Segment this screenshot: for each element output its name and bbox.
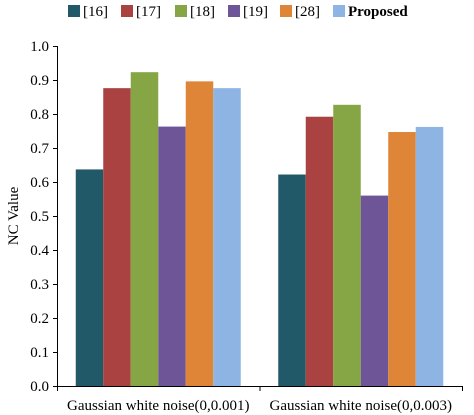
y-tick-label: 0.0 xyxy=(30,379,49,395)
legend-label: [17] xyxy=(136,4,161,20)
y-tick-label: 0.4 xyxy=(30,243,49,259)
y-tick-label: 0.7 xyxy=(30,141,49,157)
bar xyxy=(278,174,306,386)
legend-label: [19] xyxy=(243,4,268,20)
legend-swatch xyxy=(175,5,187,17)
y-tick-label: 1.0 xyxy=(30,39,49,55)
y-tick-label: 0.3 xyxy=(30,277,49,293)
bar xyxy=(103,88,131,386)
bars xyxy=(75,72,444,387)
legend-swatch xyxy=(280,5,292,17)
legend-label: [18] xyxy=(190,4,215,20)
legend-label: Proposed xyxy=(348,4,408,20)
bar xyxy=(185,81,214,387)
x-tick-label: Gaussian white noise(0,0.001) xyxy=(67,398,249,414)
bar xyxy=(130,72,159,387)
x-tick-label: Gaussian white noise(0,0.003) xyxy=(270,398,452,414)
y-tick-label: 0.1 xyxy=(30,345,49,361)
y-tick-label: 0.8 xyxy=(30,107,49,123)
legend-swatch xyxy=(333,5,345,17)
y-tick-label: 0.6 xyxy=(30,175,49,191)
bar xyxy=(158,126,186,386)
y-tick-label: 0.2 xyxy=(30,311,49,327)
legend: [16] [17] [18] [19] [28] Proposed xyxy=(68,4,408,20)
legend-label: [16] xyxy=(83,4,108,20)
legend-swatch xyxy=(228,5,240,17)
bar xyxy=(75,169,104,386)
bar xyxy=(333,104,361,386)
bar xyxy=(305,116,334,386)
y-axis-ticks: 0.0 0.1 0.2 0.3 0.4 0.5 0.6 0.7 0.8 0.9 1.0 xyxy=(30,39,57,395)
y-tick-label: 0.9 xyxy=(30,73,49,89)
bar xyxy=(360,195,389,386)
y-axis-title: NC Value xyxy=(6,186,22,245)
legend-swatch xyxy=(68,5,80,17)
legend-swatch xyxy=(121,5,133,17)
bar xyxy=(415,126,444,387)
bar xyxy=(388,132,416,386)
x-axis-ticks: Gaussian white noise(0,0.001) Gaussian wh… xyxy=(57,386,463,414)
y-tick-label: 0.5 xyxy=(30,209,49,225)
bar xyxy=(213,88,241,386)
legend-label: [28] xyxy=(295,4,320,20)
